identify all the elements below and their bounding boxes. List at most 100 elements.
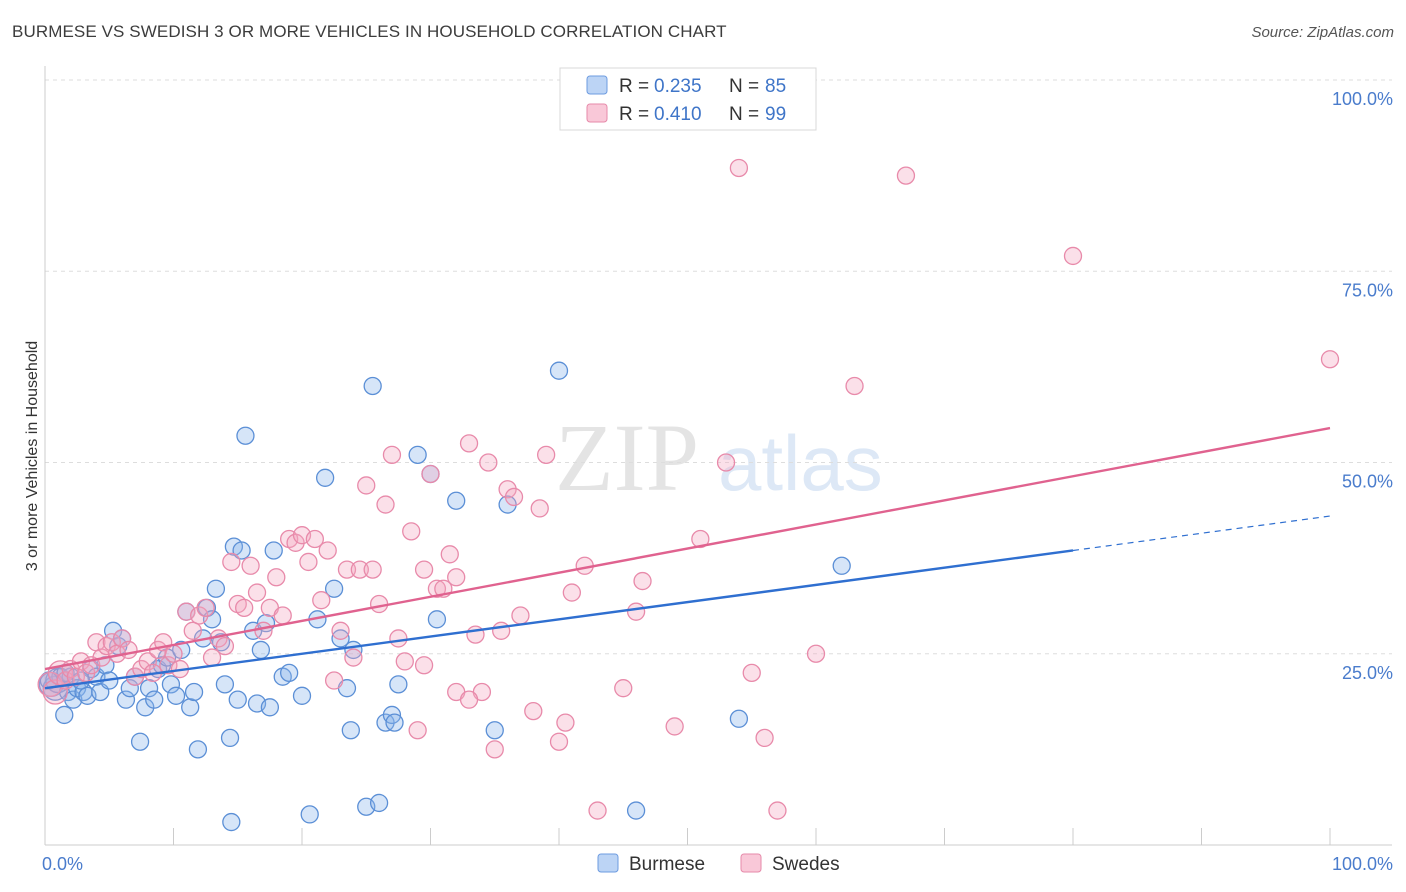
swedes-point-50 (337, 560, 357, 579)
swedes-point-57 (382, 445, 402, 465)
burmese-point-63 (341, 721, 360, 740)
swedes-point-93 (755, 728, 774, 748)
burmese-point-35 (188, 740, 208, 759)
swedes-point-84 (588, 801, 607, 820)
burmese-point-81 (832, 556, 851, 575)
swedes-point-59 (395, 652, 414, 671)
swedes-point-94 (768, 801, 787, 820)
swedes-point-80 (549, 732, 569, 751)
swedes-point-102 (414, 656, 434, 675)
swedes-point-96 (845, 376, 864, 396)
bottom-legend-swatch-swedes (740, 853, 762, 873)
burmese-point-72 (408, 445, 427, 465)
burmese-point-78 (549, 361, 569, 380)
burmese-point-75 (447, 491, 466, 510)
x-tick-label-0: 0.0% (42, 854, 83, 874)
burmese-point-47 (236, 426, 255, 445)
burmese-point-24 (139, 679, 159, 698)
legend-r-value-burmese: 0.235 (654, 76, 702, 97)
burmese-point-80 (729, 709, 749, 728)
swedes-point-32 (222, 552, 241, 572)
burmese-point-59 (315, 468, 335, 487)
swedes-point-66 (440, 545, 459, 564)
burmese-point-20 (120, 679, 139, 698)
burmese-point-45 (228, 690, 247, 709)
x-tick-label-1: 100.0% (1332, 854, 1393, 874)
swedes-point-15 (119, 640, 138, 660)
swedes-point-82 (562, 583, 581, 602)
burmese-point-42 (220, 728, 240, 748)
swedes-point-60 (402, 522, 421, 541)
swedes-point-48 (324, 671, 344, 690)
swedes-point-88 (665, 717, 684, 736)
burmese-point-4 (55, 705, 74, 725)
legend-swatch-burmese (586, 75, 608, 95)
swedes-point-46 (312, 591, 331, 610)
swedes-point-86 (626, 602, 646, 621)
y-tick-label-1: 50.0% (1342, 472, 1393, 492)
chart-title: BURMESE VS SWEDISH 3 OR MORE VEHICLES IN… (12, 22, 727, 41)
swedes-point-61 (408, 721, 427, 740)
burmese-point-70 (385, 713, 404, 732)
y-axis-title: 3 or more Vehicles in Household (24, 341, 41, 571)
swedes-point-73 (492, 621, 511, 640)
bottom-legend-label-burmese: Burmese (629, 854, 705, 875)
swedes-point-23 (164, 644, 183, 663)
trendline-burmese-extension (1072, 515, 1331, 552)
swedes-point-49 (331, 621, 350, 640)
burmese-point-71 (389, 675, 408, 694)
burmese-point-55 (279, 663, 299, 683)
watermark-zip: ZIP (555, 404, 699, 511)
swedes-point-75 (504, 487, 524, 507)
burmese-point-34 (184, 682, 204, 702)
burmese-point-41 (215, 675, 235, 694)
swedes-point-58 (389, 629, 408, 648)
burmese-point-29 (161, 675, 181, 694)
swedes-point-47 (318, 541, 337, 560)
swedes-point-45 (305, 529, 325, 549)
burmese-point-19 (116, 690, 136, 709)
swedes-point-12 (102, 633, 121, 652)
swedes-point-54 (363, 560, 382, 579)
swedes-point-26 (183, 621, 202, 640)
legend-n-label-swedes: N = (729, 104, 759, 125)
bottom-legend: Burmese Swedes (597, 853, 840, 875)
swedes-point-95 (806, 644, 826, 663)
swedes-point-35 (241, 556, 260, 575)
y-tick-label-2: 75.0% (1342, 280, 1393, 300)
burmese-point-60 (324, 579, 344, 598)
axes (44, 66, 1392, 846)
burmese-point-44 (222, 812, 241, 832)
stats-legend: R = 0.235 N = 85 R = 0.410 N = 99 (559, 67, 817, 131)
swedes-point-99 (1320, 350, 1340, 369)
swedes-point-37 (254, 621, 273, 640)
swedes-point-67 (447, 568, 466, 587)
swedes-point-51 (344, 648, 363, 667)
swedes-point-55 (369, 594, 389, 614)
swedes-point-53 (357, 476, 376, 495)
legend-n-value-burmese: 85 (765, 76, 786, 97)
burmese-point-66 (363, 376, 382, 396)
swedes-point-34 (235, 598, 254, 617)
swedes-point-71 (479, 453, 498, 472)
legend-n-value-swedes: 99 (765, 104, 786, 125)
burmese-point-79 (626, 801, 646, 820)
burmese-point-76 (485, 721, 504, 740)
swedes-point-28 (196, 598, 215, 617)
swedes-point-90 (716, 453, 736, 472)
swedes-point-76 (511, 606, 530, 625)
legend-r-label-burmese: R = (619, 76, 649, 97)
trendline-burmese (44, 549, 1074, 690)
legend-n-label-burmese: N = (729, 76, 759, 97)
burmese-point-33 (181, 698, 200, 717)
swedes-point-39 (267, 568, 286, 587)
legend-r-value-swedes: 0.410 (654, 104, 702, 125)
burmese-point-67 (369, 793, 389, 813)
swedes-point-36 (247, 583, 267, 602)
swedes-point-68 (459, 434, 479, 453)
burmese-point-25 (145, 690, 164, 709)
burmese-point-56 (292, 686, 312, 705)
swedes-point-87 (633, 571, 652, 591)
burmese-point-53 (264, 541, 283, 560)
swedes-point-89 (691, 529, 710, 549)
